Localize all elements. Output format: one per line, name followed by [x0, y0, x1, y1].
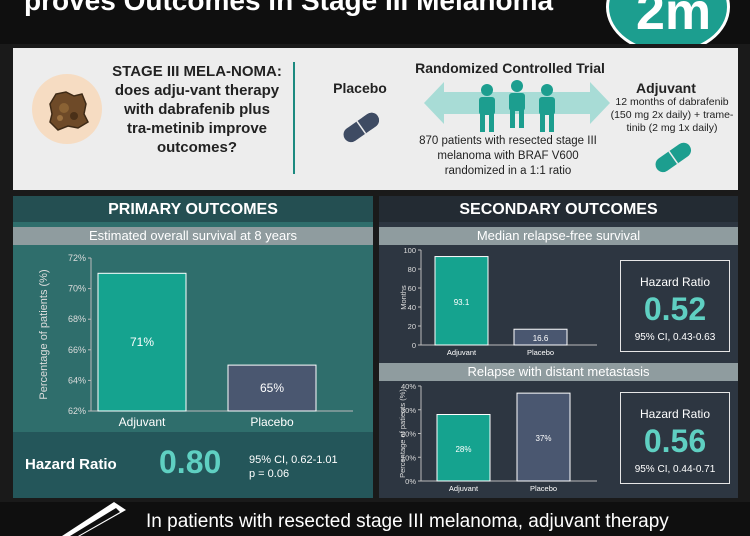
placebo-pill-icon — [343, 112, 380, 143]
primary-outcomes-panel: PRIMARY OUTCOMES Estimated overall survi… — [13, 196, 373, 498]
overall-survival-subheading: Estimated overall survival at 8 years — [13, 227, 373, 245]
os-category-label: Adjuvant — [119, 415, 166, 429]
os-bar-placebo — [227, 364, 317, 412]
distant-metastasis-subheading: Relapse with distant metastasis — [379, 363, 738, 381]
melanoma-lesion-icon — [32, 74, 102, 144]
relapse-free-subheading: Median relapse-free survival — [379, 227, 738, 245]
meta-tick-label: 40% — [401, 382, 416, 391]
meta-hazard-value: 0.56 — [643, 423, 707, 459]
primary-hazard-label: Hazard Ratio — [25, 456, 117, 473]
distant-metastasis-chart: 0% 10% 20% 30% 40%Percentage of patients (%)… — [398, 382, 597, 493]
rfs-category-label: Adjuvant — [447, 348, 477, 357]
meta-hazard-ratio-box: Hazard Ratio 0.56 95% CI, 0.44-0.71 — [620, 392, 730, 484]
rfs-tick-label: 40 — [408, 303, 416, 312]
rct-description: 870 patients with resected stage III mel… — [419, 135, 597, 177]
page-title: proves Outcomes in Stage III Melanoma — [24, 0, 554, 16]
header-bar: proves Outcomes in Stage III Melanoma 2m — [0, 0, 750, 44]
conclusion-text: In patients with resected stage III mela… — [146, 511, 669, 532]
rfs-category-label: Placebo — [527, 348, 554, 357]
people-arrows-icon — [424, 80, 610, 132]
meta-category-label: Placebo — [530, 484, 557, 493]
research-question: STAGE III MELA-NOMA: does adju-vant ther… — [112, 63, 282, 156]
rfs-data-label: 16.6 — [533, 334, 549, 343]
logo-text: 2m — [636, 0, 712, 41]
rfs-tick-label: 100 — [403, 246, 416, 255]
meta-hazard-ci: 95% CI, 0.44-0.71 — [634, 464, 716, 475]
os-tick-label: 62% — [68, 406, 86, 416]
os-bar-adjuvant — [97, 272, 187, 412]
secondary-outcomes-heading: SECONDARY OUTCOMES — [379, 196, 738, 222]
rfs-tick-label: 0 — [412, 341, 416, 350]
rfs-hazard-ratio-box: Hazard Ratio 0.52 95% CI, 0.43-0.63 — [620, 260, 730, 352]
meta-bar-adjuvant — [436, 414, 491, 482]
meta-hazard-label: Hazard Ratio — [639, 407, 711, 421]
os-data-label: 71% — [130, 335, 154, 349]
placebo-label: Placebo — [333, 80, 387, 96]
os-tick-label: 66% — [68, 345, 86, 355]
rfs-data-label: 93.1 — [454, 298, 470, 307]
meta-data-label: 28% — [455, 445, 471, 454]
meta-category-label: Adjuvant — [449, 484, 479, 493]
meta-y-label: Percentage of patients (%) — [398, 389, 407, 478]
meta-tick-label: 10% — [401, 453, 416, 462]
primary-outcomes-heading: PRIMARY OUTCOMES — [13, 196, 373, 222]
relapse-free-chart: 0 20 40 60 80 100 Months 93.1 Adjuvant 16.6 Placeb… — [399, 246, 597, 357]
pen-icon — [62, 502, 126, 536]
os-tick-label: 70% — [68, 284, 86, 294]
adjuvant-pill-icon — [655, 142, 692, 173]
rfs-tick-label: 80 — [408, 265, 416, 274]
conclusion-bar: In patients with resected stage III mela… — [0, 502, 750, 536]
os-y-label: Percentage of patients (%) — [38, 269, 50, 399]
secondary-outcomes-panel: SECONDARY OUTCOMES Median relapse-free s… — [379, 196, 738, 498]
rfs-tick-label: 20 — [408, 322, 416, 331]
os-category-label: Placebo — [250, 415, 294, 429]
primary-hazard-ratio-bar: Hazard Ratio 0.80 95% CI, 0.62-1.01 p = … — [13, 432, 373, 498]
intro-divider — [293, 62, 295, 174]
adjuvant-label: Adjuvant — [636, 80, 696, 96]
overall-survival-chart: 62% 64% 66% 68% 70% 72% Percentage of patients… — [38, 253, 353, 429]
os-tick-label: 72% — [68, 253, 86, 263]
adjuvant-description: 12 months of dabrafenib (150 mg 2x daily… — [610, 96, 734, 134]
rfs-hazard-value: 0.52 — [643, 291, 707, 327]
rct-title: Randomized Controlled Trial — [415, 60, 605, 76]
rfs-hazard-ci: 95% CI, 0.43-0.63 — [634, 332, 716, 343]
rfs-tick-label: 60 — [408, 284, 416, 293]
rfs-bar-placebo — [513, 328, 568, 346]
meta-tick-label: 0% — [405, 477, 416, 486]
meta-data-label: 37% — [535, 434, 551, 443]
os-tick-label: 64% — [68, 375, 86, 385]
rfs-bar-adjuvant — [434, 256, 489, 346]
meta-tick-label: 20% — [401, 430, 416, 439]
rfs-y-label: Months — [399, 285, 408, 310]
os-data-label: 65% — [260, 381, 284, 395]
meta-tick-label: 30% — [401, 406, 416, 415]
rfs-hazard-label: Hazard Ratio — [639, 275, 711, 289]
primary-hazard-value: 0.80 — [159, 444, 222, 480]
primary-p-value: p = 0.06 — [249, 468, 290, 480]
primary-hazard-ci: 95% CI, 0.62-1.01 — [249, 454, 338, 466]
meta-bar-placebo — [516, 392, 571, 482]
os-tick-label: 68% — [68, 314, 86, 324]
